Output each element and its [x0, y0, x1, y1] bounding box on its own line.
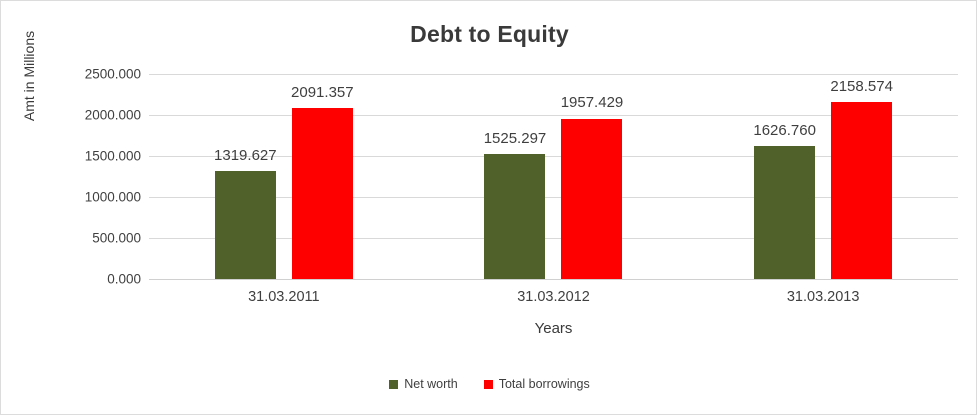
bar-value-label: 1319.627: [214, 146, 277, 164]
bar-group: 1319.627 2091.357: [149, 74, 419, 279]
bar-total-borrowings: [291, 107, 353, 279]
bar-value-label: 2158.574: [830, 77, 893, 95]
plot-area: [149, 74, 958, 280]
bar-net-worth: [484, 153, 546, 279]
chart-title: Debt to Equity: [410, 21, 569, 47]
gridline: [149, 74, 958, 75]
gridline: [149, 115, 958, 116]
legend-label: Total borrowings: [498, 377, 590, 391]
bar-net-worth: [754, 145, 816, 279]
y-axis-tick-labels: 0.000 500.000 1000.000 1500.000 2000.000 2500…: [37, 67, 141, 287]
y-axis-tick-label: 0.000: [107, 271, 141, 287]
bar-value-label: 2091.357: [291, 83, 354, 101]
bar-group: 1525.297 1957.429: [419, 74, 689, 279]
legend-item[interactable]: Total borrowings: [483, 377, 590, 391]
x-axis-tick-label: 31.03.2013: [786, 289, 860, 305]
y-axis-tick-label: 500.000: [92, 230, 141, 246]
gridline: [149, 238, 958, 239]
bar-group: 1626.760 2158.574: [688, 74, 958, 279]
bar-total-borrowings: [561, 118, 623, 279]
bars-layer: 1319.627 2091.357 1525.297 1957.429 1626.760…: [149, 74, 958, 279]
bar-total-borrowings: [831, 102, 893, 279]
bar-net-worth: [214, 170, 276, 279]
gridline: [149, 279, 958, 280]
legend-swatch-icon: [483, 379, 493, 389]
x-axis-tick-labels: 31.03.2011 31.03.2012 31.03.2013: [149, 289, 958, 311]
gridline: [149, 156, 958, 157]
chart-legend: Net worth Total borrowings: [1, 377, 976, 391]
y-axis-tick-label: 1500.000: [84, 148, 141, 164]
bar-value-label: 1957.429: [560, 94, 624, 112]
y-axis-tick-label: 2000.000: [84, 107, 141, 123]
y-axis-tick-label: 1000.000: [84, 189, 141, 205]
x-axis-tick-label: 31.03.2012: [517, 289, 590, 305]
legend-item[interactable]: Net worth: [389, 377, 458, 391]
y-axis-tick-label: 2500.000: [84, 66, 141, 82]
x-axis-title: Years: [534, 320, 573, 337]
x-axis-tick-label: 31.03.2011: [248, 289, 320, 305]
legend-label: Net worth: [404, 377, 458, 391]
bar-value-label: 1525.297: [483, 129, 547, 147]
bar-value-label: 1626.760: [753, 121, 816, 139]
legend-swatch-icon: [389, 379, 399, 389]
gridline: [149, 197, 958, 198]
